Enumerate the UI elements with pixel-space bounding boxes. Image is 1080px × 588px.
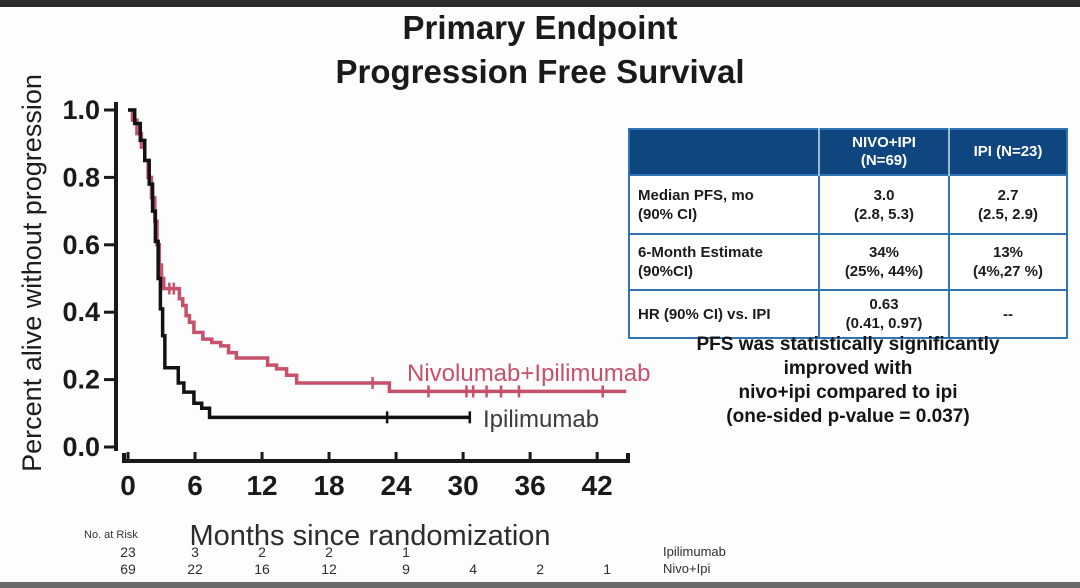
cell-text: 3.0 <box>873 186 895 204</box>
cell-text: (4%,27 %) <box>972 263 1044 280</box>
x-tick-label: 0 <box>120 470 136 501</box>
series-label-ipi: Ipilimumab <box>483 406 600 433</box>
top-edge-bar <box>0 0 1080 7</box>
cell-hr-nivo: 0.63 (0.41, 0.97) <box>818 289 950 339</box>
cell-text: (2.8, 5.3) <box>853 205 915 223</box>
significance-note: PFS was statistically significantly impr… <box>630 333 1066 429</box>
stats-row-hazard-ratio: HR (90% CI) vs. IPI 0.63 (0.41, 0.97) -- <box>628 289 1068 339</box>
row-label-six-month: 6-Month Estimate (90%CI) <box>628 233 820 291</box>
km-curve-ipi <box>128 108 470 420</box>
y-tick-label: 0.8 <box>62 162 100 192</box>
cell-text: 0.63 <box>869 296 899 313</box>
at-risk-caption: No. at Risk <box>84 529 138 541</box>
note-line-4: (one-sided p-value = 0.037) <box>726 406 970 427</box>
title-line-1: Primary Endpoint <box>402 9 678 46</box>
cell-median-ipi: 2.7 (2.5, 2.9) <box>948 174 1068 235</box>
title-line-2: Progression Free Survival <box>335 53 745 90</box>
y-tick-label: 1.0 <box>62 95 100 125</box>
x-tick-label: 36 <box>515 470 546 501</box>
slide-title: Primary Endpoint Progression Free Surviv… <box>190 6 890 94</box>
x-axis-label: Months since randomization <box>189 520 551 552</box>
x-tick-label: 24 <box>381 470 413 501</box>
km-curve-nivo-ipi <box>128 108 627 394</box>
cell-text: (90% CI) <box>638 205 698 223</box>
y-tick-label: 0.6 <box>62 230 100 260</box>
cell-six-month-nivo: 34% (25%, 44%) <box>818 233 950 291</box>
cell-text: 6-Month Estimate <box>638 244 764 261</box>
stats-header-empty <box>629 129 819 175</box>
stats-header-ipi: IPI (N=23) <box>948 129 1067 175</box>
note-line-2: improved with <box>783 358 913 379</box>
cell-hr-ipi: -- <box>948 289 1068 339</box>
bottom-edge-bar <box>0 582 1080 588</box>
y-tick-label: 0.4 <box>62 297 100 327</box>
cell-six-month-ipi: 13% (4%,27 %) <box>948 233 1068 291</box>
cell-text: 34% <box>868 244 900 261</box>
header-nivo-line2: (N=69) <box>860 152 908 169</box>
x-tick-label: 42 <box>582 470 613 501</box>
stats-header-row: NIVO+IPI (N=69) IPI (N=23) <box>629 129 1067 175</box>
x-tick-label: 18 <box>313 470 344 501</box>
stats-row-six-month: 6-Month Estimate (90%CI) 34% (25%, 44%) … <box>628 233 1068 291</box>
cell-text: 2.7 <box>997 186 1019 204</box>
y-tick-label: 0.0 <box>62 432 100 462</box>
note-line-1: PFS was statistically significantly <box>696 334 1000 355</box>
x-tick-label: 30 <box>448 470 479 501</box>
note-line-3: nivo+ipi compared to ipi <box>738 382 958 403</box>
x-tick-label: 6 <box>187 470 203 501</box>
header-nivo-line1: NIVO+IPI <box>852 134 916 151</box>
stats-header-nivo-ipi: NIVO+IPI (N=69) <box>818 129 949 175</box>
cell-text: 13% <box>992 244 1024 261</box>
cell-text: Median PFS, mo <box>638 186 754 204</box>
row-label-median-pfs: Median PFS, mo (90% CI) <box>628 174 820 235</box>
cell-text: (0.41, 0.97) <box>845 315 923 332</box>
cell-text: (2.5, 2.9) <box>977 205 1039 223</box>
cell-text: (25%, 44%) <box>844 263 924 280</box>
series-label-nivo-ipi: Nivolumab+Ipilimumab <box>407 360 651 387</box>
cell-text: (90%CI) <box>638 263 694 280</box>
stats-table: NIVO+IPI (N=69) IPI (N=23) Median PFS, m… <box>628 128 1068 339</box>
kaplan-meier-plot: 0.0 0.2 0.4 0.6 0.8 1.0 0 6 12 18 24 30 36 42 <box>62 95 630 501</box>
row-label-hazard-ratio: HR (90% CI) vs. IPI <box>628 289 820 339</box>
x-axis-line <box>122 453 630 463</box>
cell-median-nivo: 3.0 (2.8, 5.3) <box>818 174 950 235</box>
x-tick-label: 12 <box>246 470 277 501</box>
stats-row-median-pfs: Median PFS, mo (90% CI) 3.0 (2.8, 5.3) 2… <box>628 174 1068 235</box>
y-tick-label: 0.2 <box>62 365 100 395</box>
